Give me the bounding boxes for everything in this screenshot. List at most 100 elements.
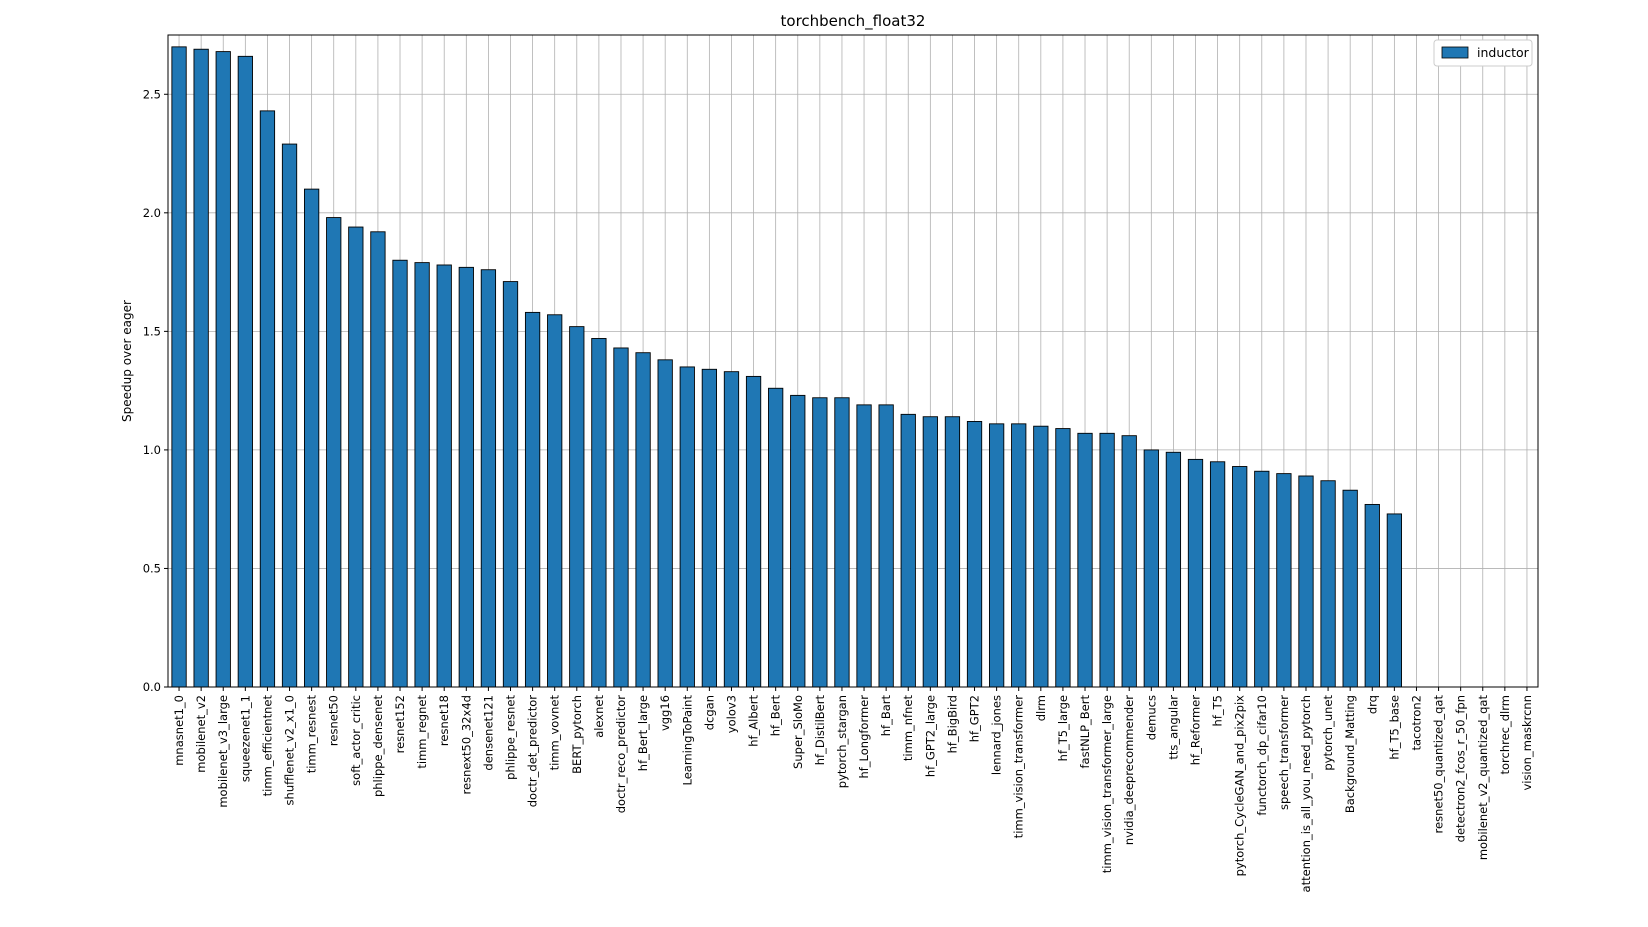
x-tick-label: mobilenet_v3_large [216, 695, 230, 808]
bar-doctr_reco_predictor [613, 347, 629, 688]
y-tick-label: 1.5 [143, 324, 161, 338]
bar-dcgan [701, 368, 718, 688]
x-tick-label: hf_Bert [769, 695, 783, 737]
x-tick-label: Background_Matting [1343, 695, 1357, 813]
bar-hf_BigBird [944, 416, 961, 688]
x-tick-label: BERT_pytorch [570, 695, 584, 774]
y-axis-label: Speedup over eager [120, 300, 134, 422]
plot-frame [167, 34, 1539, 688]
bar-phlippe_resnet [502, 281, 519, 688]
x-tick-label: pytorch_stargan [835, 695, 849, 788]
bar-hf_Longformer [856, 404, 872, 688]
bar-doctr_det_predictor [524, 311, 541, 688]
bar-hf_Reformer [1187, 458, 1204, 688]
bar-hf_T5 [1209, 461, 1226, 688]
y-axis: 0.0 0.5 1.0 1.5 2.0 2.5 [143, 87, 168, 694]
bar-tts_angular [1165, 451, 1182, 688]
x-tick-label: dlrm [1034, 695, 1048, 721]
bar-squeezenet1_1 [237, 55, 253, 688]
bar-phlippe_densenet [370, 231, 386, 688]
x-tick-label: timm_resnest [305, 695, 319, 774]
x-tick-label: dcgan [702, 695, 716, 730]
bar-densenet121 [480, 269, 497, 688]
x-tick-label: demucs [1144, 695, 1158, 740]
bar-pytorch_CycleGAN_and_pix2pix [1232, 466, 1248, 688]
bars-group [171, 46, 1403, 688]
legend: inductor [1433, 39, 1533, 67]
bar-timm_nfnet [900, 413, 916, 688]
x-tick-label: soft_actor_critic [349, 695, 363, 786]
x-tick-label: pytorch_CycleGAN_and_pix2pix [1233, 695, 1247, 877]
x-tick-label: mnasnet1_0 [172, 695, 186, 766]
x-axis: mnasnet1_0 mobilenet_v2 mobilenet_v3_large… [172, 687, 1534, 892]
x-tick-label: timm_vision_transformer_large [1100, 695, 1114, 873]
x-tick-label: densenet121 [481, 695, 495, 771]
bar-hf_DistilBert [812, 397, 828, 688]
bar-drq [1364, 503, 1380, 688]
x-tick-label: hf_Bart [879, 695, 893, 737]
x-tick-label: timm_regnet [415, 695, 429, 769]
x-tick-label: resnet50 [327, 695, 341, 746]
bar-timm_vision_transformer_large [1099, 432, 1115, 688]
bar-dlrm [1033, 425, 1049, 688]
x-tick-label: nvidia_deeprecommender [1122, 695, 1136, 845]
bar-nvidia_deeprecommender [1121, 435, 1137, 688]
bar-Super_SloMo [790, 394, 806, 688]
x-tick-label: timm_vision_transformer [1012, 695, 1026, 839]
x-tick-label: vgg16 [658, 695, 672, 731]
x-tick-label: hf_BigBird [945, 695, 959, 753]
x-tick-label: hf_GPT2_large [923, 695, 937, 777]
bar-demucs [1143, 449, 1159, 688]
x-tick-label: functorch_dp_cifar10 [1255, 695, 1269, 816]
x-tick-label: attention_is_all_you_need_pytorch [1299, 695, 1313, 892]
bar-mnasnet1_0 [171, 46, 187, 688]
y-tick-label: 0.0 [143, 680, 161, 694]
x-tick-label: hf_T5_large [1056, 695, 1070, 761]
x-tick-label: pytorch_unet [1321, 695, 1335, 771]
bar-hf_GPT2 [966, 421, 983, 688]
x-tick-label: tacotron2 [1409, 695, 1423, 751]
bar-resnet152 [392, 259, 408, 688]
x-tick-label: vision_maskrcnn [1520, 695, 1534, 791]
x-tick-label: detectron2_fcos_r_50_fpn [1454, 695, 1468, 842]
x-tick-label: doctr_reco_predictor [614, 695, 628, 814]
x-tick-label: hf_Bert_large [636, 695, 650, 771]
bar-BERT_pytorch [569, 326, 585, 688]
bar-resnet50 [326, 217, 342, 688]
x-tick-label: shufflenet_v2_x1_0 [283, 695, 297, 805]
bar-timm_regnet [414, 262, 430, 688]
x-tick-label: LearningToPaint [680, 695, 694, 786]
bar-timm_efficientnet [259, 110, 276, 688]
bar-timm_vision_transformer [1011, 423, 1027, 688]
bar-resnext50_32x4d [458, 266, 474, 688]
x-tick-label: yolov3 [724, 695, 738, 733]
bar-hf_Bert_large [635, 352, 651, 688]
x-tick-label: tts_angular [1166, 695, 1180, 760]
bar-timm_resnest [303, 188, 320, 688]
x-tick-label: hf_GPT2 [968, 695, 982, 742]
x-tick-label: hf_Reformer [1189, 695, 1203, 766]
bar-yolov3 [723, 371, 740, 688]
x-tick-label: squeezenet1_1 [238, 695, 252, 782]
y-tick-label: 0.5 [143, 561, 161, 575]
bar-functorch_dp_cifar10 [1254, 470, 1270, 688]
bar-pytorch_stargan [834, 397, 850, 688]
bar-timm_vovnet [547, 314, 563, 688]
legend-box [1433, 39, 1533, 67]
bar-shufflenet_v2_x1_0 [281, 143, 298, 688]
y-tick-label: 2.5 [143, 87, 161, 101]
bar-attention_is_all_you_need_pytorch [1298, 475, 1314, 688]
x-tick-label: resnet152 [393, 695, 407, 753]
x-tick-label: hf_Albert [747, 695, 761, 747]
bar-mobilenet_v3_large [215, 51, 231, 688]
x-tick-label: hf_Longformer [857, 695, 871, 779]
bar-lennard_jones [988, 423, 1005, 688]
x-tick-label: mobilenet_v2 [194, 695, 208, 773]
bar-hf_Bert [768, 387, 784, 688]
x-tick-label: speech_transformer [1277, 695, 1291, 810]
bar-speech_transformer [1276, 473, 1292, 688]
x-tick-label: timm_nfnet [901, 695, 915, 762]
bar-hf_T5_large [1055, 428, 1071, 688]
x-tick-label: timm_vovnet [548, 695, 562, 771]
